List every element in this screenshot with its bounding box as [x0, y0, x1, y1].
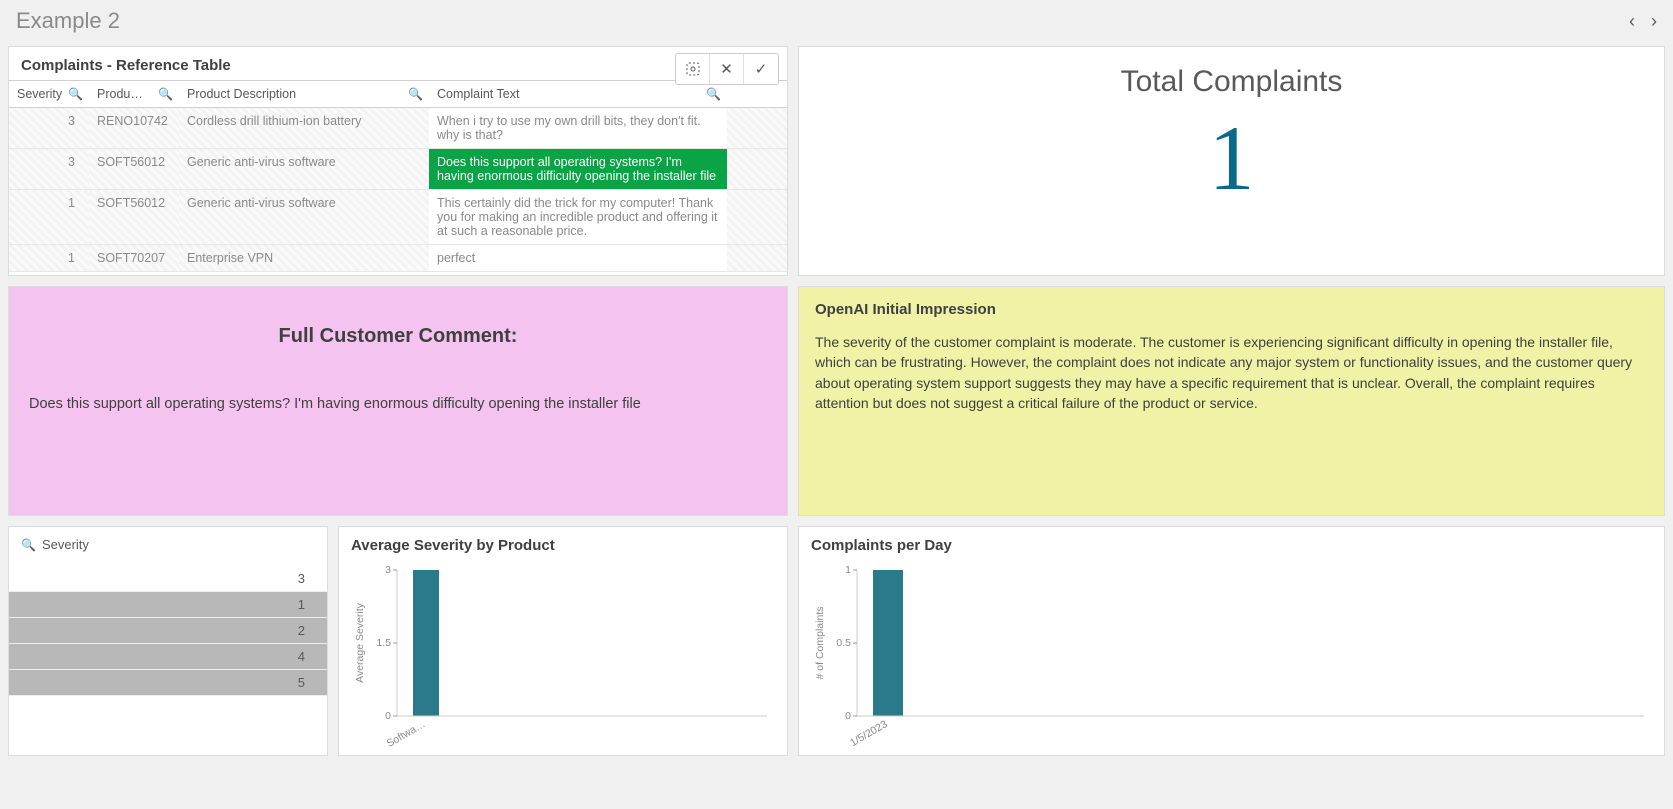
cell-product-code: SOFT56012 [89, 149, 179, 190]
table-row[interactable]: 3RENO10742Cordless drill lithium-ion bat… [9, 108, 787, 149]
cell-description: Enterprise VPN [179, 245, 429, 272]
severity-list-item[interactable]: 3 [9, 566, 327, 592]
cell-severity: 3 [9, 108, 89, 149]
cell-severity: 1 [9, 245, 89, 272]
cell-description: Generic anti-virus software [179, 190, 429, 245]
svg-text:1/5/2023: 1/5/2023 [848, 718, 890, 748]
cell-complaint: When i try to use my own drill bits, the… [429, 108, 727, 149]
cell-product-code: RENO10742 [89, 108, 179, 149]
complaints-per-day-chart-panel: Complaints per Day 0 0.5 1 # of Complaints 1… [798, 526, 1665, 756]
table-title: Complaints - Reference Table [9, 47, 787, 80]
svg-text:1.5: 1.5 [376, 637, 391, 649]
svg-text:0: 0 [845, 710, 851, 722]
col-description[interactable]: Product Description 🔍 [179, 81, 429, 108]
comment-title: Full Customer Comment: [29, 325, 767, 348]
complaints-table: Severity 🔍 Produ… 🔍 Product Description 🔍 C… [9, 80, 787, 272]
avg-severity-chart-title: Average Severity by Product [339, 527, 787, 560]
impression-title: OpenAI Initial Impression [815, 301, 1648, 318]
comment-body: Does this support all operating systems?… [29, 396, 767, 412]
search-icon[interactable]: 🔍 [706, 87, 721, 101]
impression-body: The severity of the customer complaint i… [815, 332, 1648, 413]
cell-spacer [727, 149, 787, 190]
impression-panel: OpenAI Initial Impression The severity o… [798, 286, 1665, 516]
kpi-panel: Total Complaints 1 [798, 46, 1665, 276]
col-product[interactable]: Produ… 🔍 [89, 81, 179, 108]
severity-filter-label: Severity [42, 537, 89, 552]
table-row[interactable]: 3SOFT56012Generic anti-virus softwareDoe… [9, 149, 787, 190]
cell-spacer [727, 108, 787, 149]
complaints-table-panel: Complaints - Reference Table ✕ ✓ Severit… [8, 46, 788, 276]
cell-description: Cordless drill lithium-ion battery [179, 108, 429, 149]
kpi-value: 1 [1209, 103, 1255, 213]
complaints-per-day-chart[interactable]: 0 0.5 1 # of Complaints 1/5/2023 [809, 564, 1654, 748]
nav-next-button[interactable]: › [1651, 11, 1657, 32]
cpd-chart-title: Complaints per Day [799, 527, 1664, 560]
cell-spacer [727, 245, 787, 272]
cell-complaint: Does this support all operating systems?… [429, 149, 727, 190]
cell-description: Generic anti-virus software [179, 149, 429, 190]
severity-list-item[interactable]: 1 [9, 592, 327, 618]
avg-severity-chart-panel: Average Severity by Product 0 1.5 3 Average… [338, 526, 788, 756]
svg-text:# of Complaints: # of Complaints [814, 607, 826, 680]
lasso-select-button[interactable] [676, 54, 710, 84]
severity-list: 31245 [9, 566, 327, 696]
table-toolbar: ✕ ✓ [675, 53, 779, 85]
col-product-label: Produ… [97, 87, 143, 101]
comment-panel: Full Customer Comment: Does this support… [8, 286, 788, 516]
confirm-selection-button[interactable]: ✓ [744, 54, 778, 84]
cell-complaint: This certainly did the trick for my comp… [429, 190, 727, 245]
svg-text:Average Severity: Average Severity [354, 602, 366, 683]
severity-list-item[interactable]: 4 [9, 644, 327, 670]
table-row[interactable]: 1SOFT70207Enterprise VPNperfect [9, 245, 787, 272]
cell-product-code: SOFT56012 [89, 190, 179, 245]
svg-text:Softwa…: Softwa… [385, 718, 428, 748]
col-severity-label: Severity [17, 87, 62, 101]
col-description-label: Product Description [187, 87, 296, 101]
table-header-row: Severity 🔍 Produ… 🔍 Product Description 🔍 C… [9, 81, 787, 108]
header-bar: Example 2 ‹ › [0, 0, 1673, 46]
svg-text:0: 0 [385, 710, 391, 722]
search-icon[interactable]: 🔍 [21, 538, 36, 552]
clear-selection-button[interactable]: ✕ [710, 54, 744, 84]
severity-filter-panel: 🔍 Severity 31245 [8, 526, 328, 756]
svg-text:0.5: 0.5 [836, 637, 851, 649]
nav-arrows: ‹ › [1629, 11, 1657, 32]
kpi-title: Total Complaints [1121, 65, 1343, 99]
cell-severity: 1 [9, 190, 89, 245]
nav-prev-button[interactable]: ‹ [1629, 11, 1635, 32]
search-icon[interactable]: 🔍 [158, 87, 173, 101]
col-severity[interactable]: Severity 🔍 [9, 81, 89, 108]
svg-text:3: 3 [385, 564, 391, 576]
search-icon[interactable]: 🔍 [68, 87, 83, 101]
severity-list-item[interactable]: 5 [9, 670, 327, 696]
page-title: Example 2 [16, 8, 120, 34]
severity-list-item[interactable]: 2 [9, 618, 327, 644]
avg-severity-chart[interactable]: 0 1.5 3 Average Severity Softwa… [349, 564, 777, 748]
svg-text:1: 1 [845, 564, 851, 576]
cell-product-code: SOFT70207 [89, 245, 179, 272]
cell-complaint: perfect [429, 245, 727, 272]
col-complaint-label: Complaint Text [437, 87, 519, 101]
search-icon[interactable]: 🔍 [408, 87, 423, 101]
table-row[interactable]: 1SOFT56012Generic anti-virus softwareThi… [9, 190, 787, 245]
severity-filter-title: 🔍 Severity [9, 527, 327, 558]
cell-spacer [727, 190, 787, 245]
cell-severity: 3 [9, 149, 89, 190]
